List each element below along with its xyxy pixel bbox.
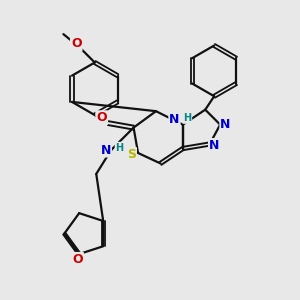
Text: H: H bbox=[116, 142, 124, 153]
Text: N: N bbox=[100, 143, 111, 157]
Text: H: H bbox=[183, 113, 191, 123]
Text: O: O bbox=[71, 38, 82, 50]
Text: N: N bbox=[220, 118, 231, 131]
Text: O: O bbox=[72, 253, 83, 266]
Text: O: O bbox=[96, 111, 107, 124]
Text: N: N bbox=[169, 113, 180, 126]
Text: S: S bbox=[127, 148, 136, 161]
Text: N: N bbox=[209, 139, 219, 152]
